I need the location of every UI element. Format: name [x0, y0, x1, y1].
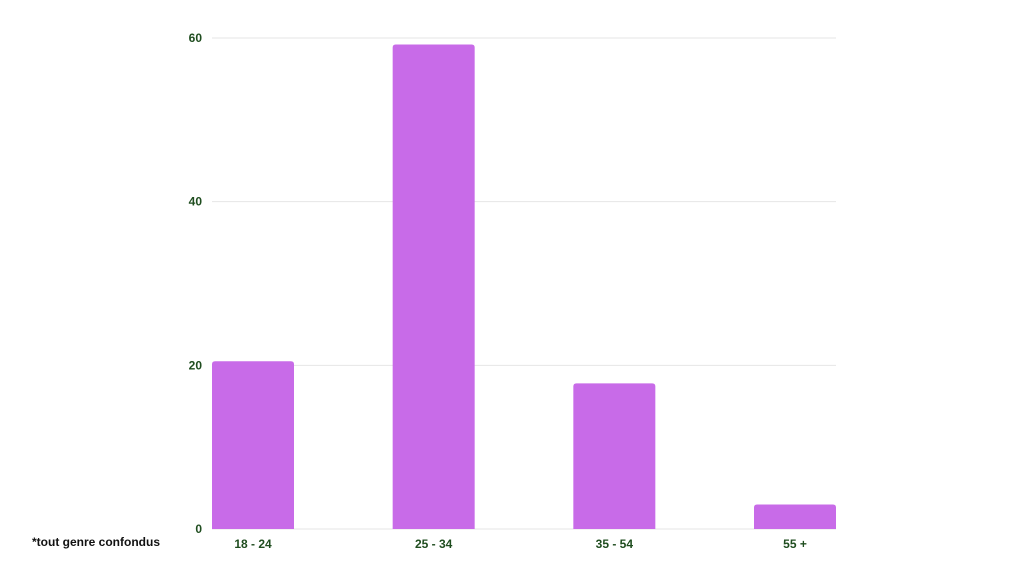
y-tick-label-3: 60 — [189, 31, 203, 45]
bar-2 — [573, 383, 656, 529]
y-tick-label-2: 40 — [189, 195, 203, 209]
x-tick-label-1: 25 - 34 — [415, 537, 453, 551]
bar-1 — [392, 44, 475, 530]
footnote: *tout genre confondus — [32, 535, 160, 549]
y-tick-label-1: 20 — [189, 358, 203, 372]
bar-0 — [212, 361, 294, 529]
bar-3 — [754, 504, 836, 529]
y-tick-label-0: 0 — [195, 522, 202, 536]
x-tick-label-0: 18 - 24 — [234, 537, 272, 551]
x-tick-label-3: 55 + — [783, 537, 807, 551]
bars — [212, 44, 836, 530]
y-axis-ticks: 0 20 40 60 — [189, 31, 203, 536]
gridlines — [212, 37, 836, 530]
x-axis-ticks: 18 - 24 25 - 34 35 - 54 55 + — [234, 537, 807, 551]
x-tick-label-2: 35 - 54 — [596, 537, 634, 551]
